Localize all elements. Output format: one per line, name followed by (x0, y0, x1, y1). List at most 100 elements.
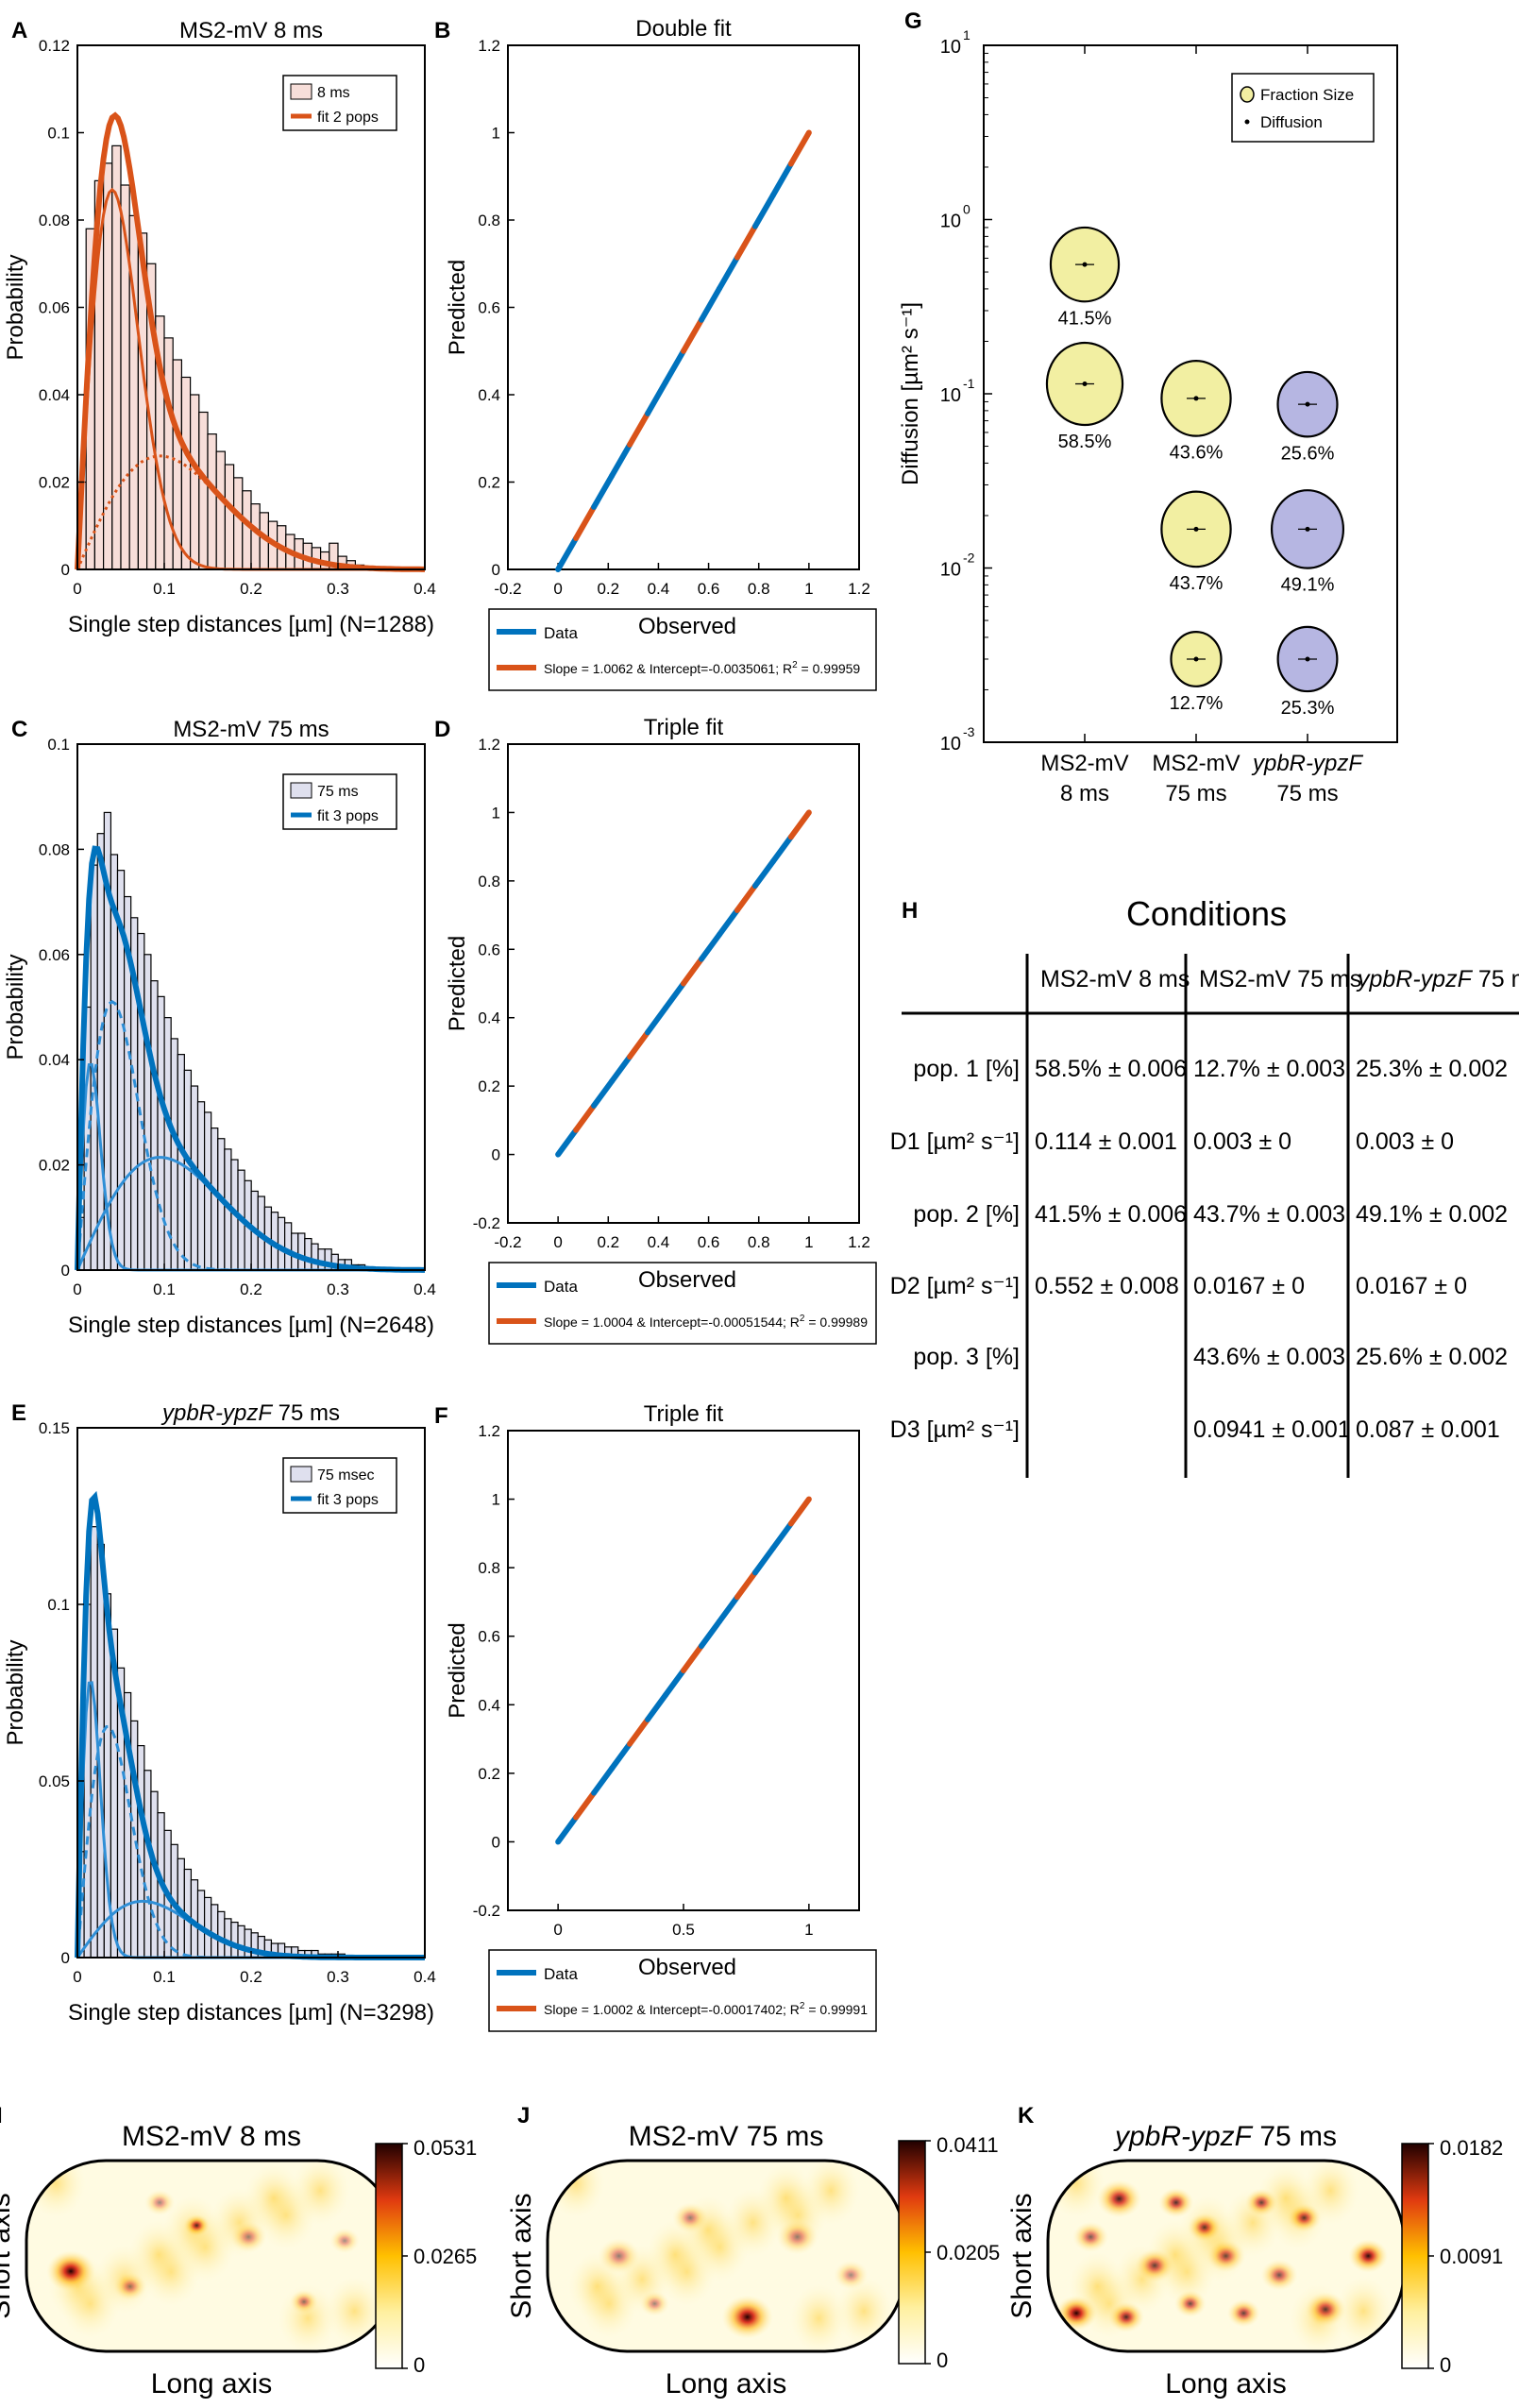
ytick-label-D: 1 (492, 804, 500, 822)
xtick-label-D: 0.2 (597, 1233, 619, 1251)
fraction-label-G: 25.6% (1281, 443, 1335, 464)
xtick-label-F: 0 (553, 1921, 562, 1939)
xtick-label-E: 0.2 (240, 1968, 262, 1986)
heatmap-spot-I (229, 2221, 267, 2253)
ytick-label-A: 0 (61, 561, 70, 579)
histogram-bar-C (143, 954, 152, 1271)
panel-title-K: ypbR-ypzF 75 ms (1113, 2121, 1337, 2152)
panel-title-D: Triple fit (644, 715, 724, 740)
ytick-label-D: 0 (492, 1146, 500, 1164)
table-cell-H: 0.0167 ± 0 (1356, 1273, 1467, 1299)
heatmap-spot-J (672, 2202, 709, 2233)
ytick-label-F: 0.6 (478, 1628, 500, 1646)
legend-swatch-bar-C (290, 782, 312, 799)
diffusion-point-G (1193, 396, 1199, 401)
ytick-label-G: 10 (940, 37, 961, 58)
panel-title-C: MS2-mV 75 ms (173, 717, 329, 742)
histogram-bar-C (203, 1111, 212, 1271)
panel-letter-E: E (11, 1400, 26, 1426)
panel-letter-C: C (11, 717, 27, 742)
heatmap-spot-I (113, 2272, 147, 2301)
axes-box-D (507, 743, 860, 1224)
legend-box-B (488, 608, 877, 691)
xtick-label-A: 0.3 (327, 580, 349, 598)
histogram-bar-E (224, 1918, 232, 1959)
heatmap-background-blob-J (790, 2283, 848, 2351)
colorbar-J (898, 2140, 926, 2365)
histogram-bar-E (137, 1744, 145, 1959)
panel-letter-J: J (517, 2103, 530, 2128)
histogram-bar-A (207, 433, 217, 570)
ytick-label-B: 0.4 (478, 386, 500, 404)
ylabel-K: Short axis (1006, 2193, 1038, 2318)
qq-data-segment-B (698, 285, 722, 323)
table-title-H: Conditions (1126, 894, 1287, 933)
qq-data-segment-D (627, 1029, 651, 1060)
xtick-label-B: 1.2 (848, 580, 870, 598)
heatmap-spot-K (1096, 2179, 1142, 2218)
ytick-label-E: 0.1 (47, 1596, 70, 1614)
xtick-label-C: 0 (73, 1280, 81, 1298)
panel-letter-D: D (434, 717, 450, 742)
legend-label-E: 75 msec (317, 1467, 374, 1484)
ytick-label-A: 0.04 (39, 386, 70, 404)
qq-data-segment-F (645, 1691, 669, 1722)
ytick-label-B: 0.6 (478, 299, 500, 317)
table-cell-H: 49.1% ± 0.002 (1356, 1201, 1508, 1228)
panel-letter-A: A (11, 18, 27, 43)
qq-data-segment-D (716, 907, 740, 938)
heatmap-spot-J (834, 2260, 869, 2290)
histogram-bar-C (304, 1237, 312, 1271)
heatmap-spot-K (1158, 2187, 1194, 2218)
qq-data-segment-F (787, 1496, 812, 1527)
ytick-label-F: 1 (492, 1491, 500, 1509)
qq-data-segment-B (716, 254, 740, 292)
histogram-bar-A (190, 394, 200, 570)
ytick-label-C: 0.04 (39, 1051, 70, 1069)
heatmap-background-blob-K (1335, 2276, 1392, 2346)
qq-data-segment-B (591, 472, 616, 510)
table-cell-H: 41.5% ± 0.006 (1035, 1201, 1187, 1228)
qq-data-segment-D (645, 1005, 669, 1036)
ytick-label-F: 0.4 (478, 1696, 500, 1714)
table-row-label-H: D3 [µm² s⁻¹] (890, 1416, 1020, 1443)
xtick-label-B: 0.2 (597, 580, 619, 598)
legend-label-G: Fraction Size (1260, 86, 1354, 104)
heatmap-area-J (548, 2161, 904, 2351)
xtick-label-D: 0.8 (748, 1233, 770, 1251)
ytick-exponent-G: -2 (963, 551, 975, 566)
histogram-bar-E (230, 1921, 239, 1959)
colorbar-K (1401, 2143, 1429, 2369)
heatmap-spot-K (1055, 2295, 1098, 2332)
heatmap-spot-K (1305, 2292, 1346, 2328)
ytick-label-F: 0.2 (478, 1765, 500, 1783)
xlabel-C: Single step distances [µm] (N=2648) (68, 1313, 434, 1338)
heatmap-spot-K (1207, 2239, 1245, 2273)
xlabel-K: Long axis (1165, 2368, 1286, 2400)
panel-letter-B: B (434, 18, 450, 43)
legend-label-fit-F: Slope = 1.0002 & Intercept=-0.00017402; … (544, 2001, 868, 2017)
ytick-exponent-G: -3 (963, 724, 975, 739)
table-cell-H: 58.5% ± 0.006 (1035, 1056, 1187, 1082)
xcat-label-G: ypbR-ypzF (1251, 751, 1363, 776)
legend-swatch-fraction-G (1240, 86, 1255, 103)
xtick-label-C: 0.3 (327, 1280, 349, 1298)
ytick-label-D: 0.2 (478, 1077, 500, 1095)
ytick-label-B: 0.8 (478, 212, 500, 229)
fraction-label-G: 58.5% (1058, 432, 1112, 452)
heatmap-spot-J (639, 2291, 670, 2316)
table-row-label-H: pop. 2 [%] (913, 1201, 1020, 1228)
ytick-label-A: 0.08 (39, 212, 70, 229)
xtick-label-D: 1.2 (848, 1233, 870, 1251)
qq-data-segment-F (573, 1789, 598, 1821)
ytick-label-C: 0.06 (39, 946, 70, 964)
ytick-label-A: 0.02 (39, 474, 70, 492)
histogram-bar-C (170, 1038, 178, 1271)
xtick-label-E: 0.3 (327, 1968, 349, 1986)
table-cell-H: 0.114 ± 0.001 (1035, 1128, 1177, 1155)
heatmap-spot-K (1226, 2298, 1260, 2328)
histogram-bar-C (311, 1243, 319, 1271)
heatmap-background-blob-J (757, 2163, 815, 2232)
histogram-bar-E (237, 1925, 245, 1959)
fraction-label-G: 49.1% (1281, 575, 1335, 596)
